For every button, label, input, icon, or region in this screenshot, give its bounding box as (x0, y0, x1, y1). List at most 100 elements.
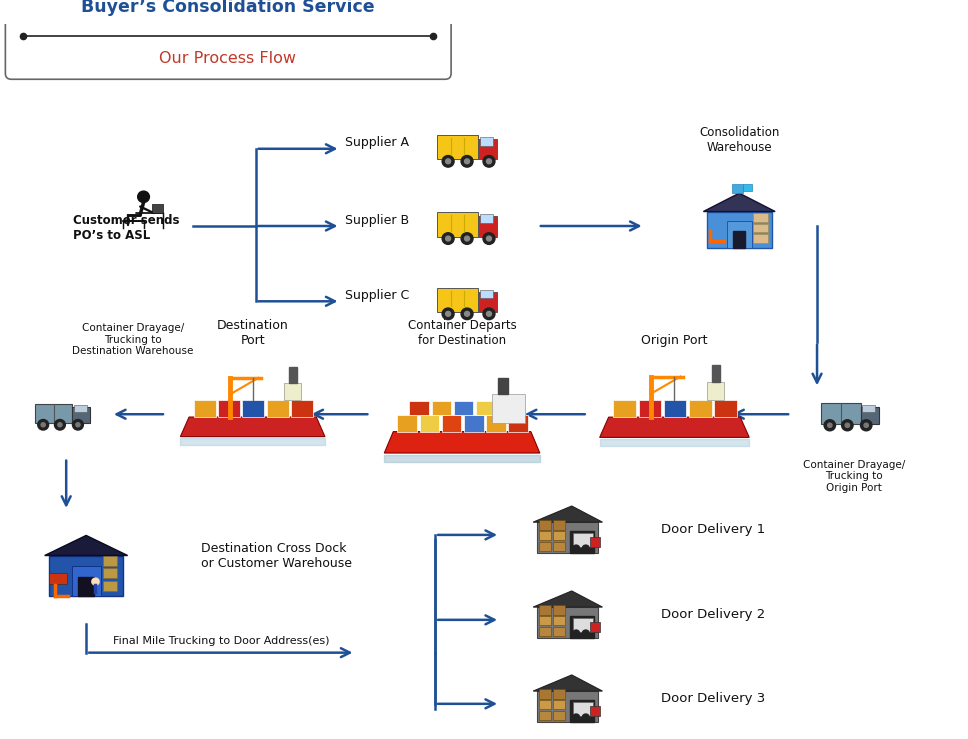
Bar (714, 400, 737, 417)
Circle shape (54, 420, 66, 430)
Bar (590, 537, 600, 547)
Circle shape (58, 423, 62, 427)
Circle shape (442, 308, 454, 320)
Bar (398, 415, 417, 432)
Polygon shape (704, 193, 775, 211)
Text: Door Delivery 2: Door Delivery 2 (661, 607, 766, 621)
Bar (476, 401, 496, 415)
Bar (539, 711, 551, 720)
Circle shape (483, 155, 495, 167)
Polygon shape (599, 417, 749, 437)
Text: Door Delivery 1: Door Delivery 1 (661, 522, 766, 536)
Bar (290, 401, 313, 417)
Bar (152, 204, 163, 213)
Bar (553, 531, 565, 540)
Circle shape (483, 233, 495, 245)
Bar (553, 605, 565, 615)
Text: Final Mile Trucking to Door Address(es): Final Mile Trucking to Door Address(es) (112, 636, 329, 646)
Bar (242, 401, 264, 417)
Circle shape (573, 545, 580, 552)
Bar (72, 565, 101, 596)
Bar (492, 394, 525, 423)
Bar (438, 213, 478, 236)
Bar (478, 292, 497, 312)
Text: Buyer’s Consolidation Service: Buyer’s Consolidation Service (81, 0, 375, 16)
Bar (753, 234, 769, 243)
Bar (288, 367, 296, 384)
Bar (218, 401, 240, 417)
Circle shape (445, 236, 450, 241)
Bar (454, 401, 473, 415)
Bar (103, 568, 117, 578)
Text: Supplier C: Supplier C (346, 289, 409, 302)
Text: Consolidation
Warehouse: Consolidation Warehouse (699, 126, 779, 154)
Polygon shape (533, 591, 602, 607)
Bar (614, 400, 636, 417)
Bar (539, 531, 551, 540)
Bar (727, 221, 752, 248)
Polygon shape (180, 417, 325, 437)
Bar (569, 531, 593, 553)
Bar (536, 522, 598, 553)
Bar (707, 211, 771, 248)
Text: Destination Cross Dock
or Customer Warehouse: Destination Cross Dock or Customer Wareh… (200, 542, 351, 570)
Circle shape (461, 308, 473, 320)
Circle shape (583, 630, 590, 637)
Text: Container Drayage/
Trucking to
Origin Port: Container Drayage/ Trucking to Origin Po… (802, 460, 905, 493)
Bar (664, 400, 686, 417)
Bar (536, 691, 598, 722)
Bar (539, 605, 551, 615)
Bar (103, 581, 117, 590)
Circle shape (845, 423, 850, 427)
Bar (553, 616, 565, 625)
Bar (35, 403, 73, 423)
Bar (508, 415, 528, 432)
Text: Container Departs
for Destination: Container Departs for Destination (408, 319, 517, 347)
Bar (266, 401, 288, 417)
Bar (753, 224, 769, 232)
Circle shape (442, 233, 454, 245)
Circle shape (461, 233, 473, 245)
Bar (498, 378, 507, 394)
Circle shape (487, 236, 492, 241)
Bar (573, 702, 592, 715)
Circle shape (445, 159, 450, 164)
Bar (861, 406, 879, 423)
Circle shape (573, 714, 580, 721)
Bar (539, 700, 551, 709)
Circle shape (583, 545, 590, 552)
Bar (480, 137, 493, 146)
Bar (419, 415, 439, 432)
Bar (753, 213, 769, 222)
Bar (539, 616, 551, 625)
Bar (432, 401, 451, 415)
Circle shape (487, 311, 492, 316)
Circle shape (487, 159, 492, 164)
Text: Supplier B: Supplier B (346, 214, 409, 227)
Bar (573, 534, 592, 547)
Bar (73, 407, 90, 423)
Bar (75, 405, 87, 412)
Bar (409, 401, 429, 415)
Circle shape (442, 155, 454, 167)
Bar (639, 400, 661, 417)
Circle shape (824, 420, 835, 431)
Bar (48, 573, 67, 584)
Circle shape (864, 423, 868, 427)
Bar (438, 135, 478, 160)
Circle shape (41, 423, 45, 427)
Bar (478, 217, 497, 236)
Polygon shape (45, 536, 128, 556)
Text: Destination
Port: Destination Port (217, 319, 288, 347)
Bar (539, 542, 551, 551)
Bar (689, 400, 711, 417)
Bar (573, 618, 592, 632)
Bar (553, 627, 565, 636)
Bar (743, 185, 752, 191)
Bar (711, 365, 720, 382)
Bar (734, 231, 745, 248)
Bar (498, 401, 518, 415)
Circle shape (461, 155, 473, 167)
Polygon shape (533, 675, 602, 691)
Circle shape (38, 420, 48, 430)
